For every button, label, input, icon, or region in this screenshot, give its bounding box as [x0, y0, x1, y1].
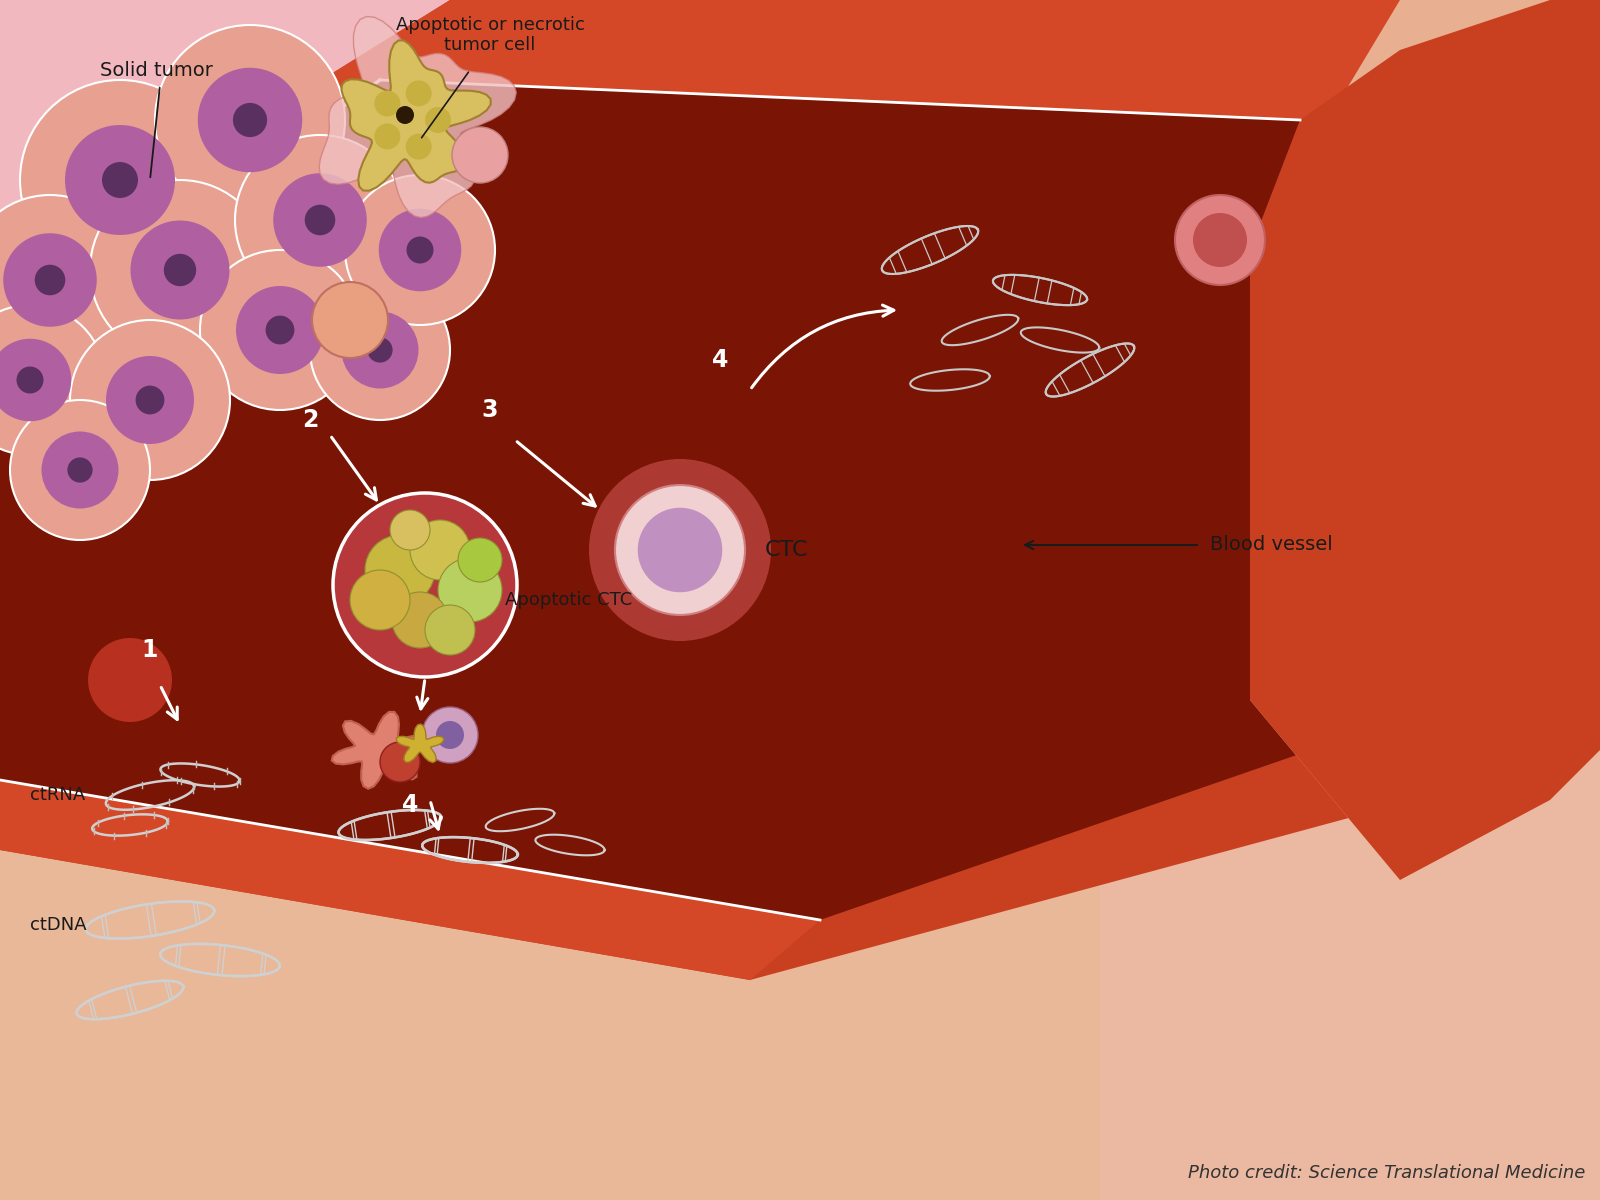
Circle shape	[333, 493, 517, 677]
Circle shape	[274, 173, 366, 266]
Circle shape	[106, 356, 194, 444]
Polygon shape	[0, 0, 1600, 350]
Circle shape	[374, 90, 400, 116]
Circle shape	[589, 458, 771, 641]
Circle shape	[390, 510, 430, 550]
Text: Apoptotic or necrotic
tumor cell: Apoptotic or necrotic tumor cell	[395, 16, 584, 54]
Text: 4: 4	[712, 348, 728, 372]
Text: Apoptotic CTC: Apoptotic CTC	[506, 590, 632, 608]
Circle shape	[453, 127, 509, 182]
Circle shape	[392, 592, 448, 648]
Polygon shape	[397, 724, 443, 762]
Circle shape	[1174, 194, 1266, 284]
Circle shape	[155, 25, 346, 215]
Circle shape	[341, 312, 419, 389]
Circle shape	[365, 535, 435, 605]
Text: 4: 4	[402, 793, 418, 817]
Polygon shape	[331, 712, 429, 788]
Circle shape	[350, 570, 410, 630]
Polygon shape	[1101, 0, 1600, 1200]
Text: 3: 3	[482, 398, 498, 422]
Circle shape	[131, 221, 229, 319]
Circle shape	[102, 162, 138, 198]
Circle shape	[379, 209, 461, 292]
Circle shape	[88, 638, 173, 722]
Circle shape	[200, 250, 360, 410]
Circle shape	[266, 316, 294, 344]
Circle shape	[16, 366, 43, 394]
Circle shape	[163, 253, 197, 286]
Text: CTC: CTC	[765, 540, 808, 560]
Polygon shape	[0, 80, 1600, 920]
Circle shape	[304, 205, 336, 235]
Circle shape	[310, 280, 450, 420]
Circle shape	[66, 125, 174, 235]
Circle shape	[312, 282, 387, 358]
Text: Blood vessel: Blood vessel	[1210, 535, 1333, 554]
Circle shape	[0, 196, 134, 365]
Circle shape	[346, 175, 494, 325]
Text: ctRNA: ctRNA	[30, 786, 85, 804]
Text: ctDNA: ctDNA	[30, 916, 86, 934]
Circle shape	[614, 485, 746, 614]
Polygon shape	[0, 780, 819, 980]
Polygon shape	[1250, 0, 1600, 880]
Circle shape	[381, 742, 419, 782]
Circle shape	[406, 133, 432, 160]
Circle shape	[234, 103, 267, 137]
Circle shape	[406, 236, 434, 264]
Circle shape	[397, 106, 414, 124]
Circle shape	[368, 337, 392, 362]
Circle shape	[410, 520, 470, 580]
Polygon shape	[341, 41, 491, 191]
Polygon shape	[0, 0, 701, 600]
Polygon shape	[318, 17, 517, 217]
Circle shape	[426, 605, 475, 655]
Circle shape	[136, 385, 165, 414]
Circle shape	[435, 721, 464, 749]
Circle shape	[406, 80, 432, 107]
Text: Solid tumor: Solid tumor	[99, 60, 213, 79]
Text: Photo credit: Science Translational Medicine: Photo credit: Science Translational Medi…	[1187, 1164, 1586, 1182]
Circle shape	[638, 508, 722, 593]
Circle shape	[198, 67, 302, 173]
Circle shape	[42, 432, 118, 509]
Circle shape	[374, 124, 400, 150]
Circle shape	[426, 107, 451, 133]
Circle shape	[3, 233, 96, 326]
Circle shape	[438, 558, 502, 622]
Circle shape	[67, 457, 93, 482]
Circle shape	[0, 338, 72, 421]
Polygon shape	[1250, 0, 1600, 880]
Circle shape	[237, 286, 323, 374]
Circle shape	[422, 707, 478, 763]
Circle shape	[458, 538, 502, 582]
Text: 1: 1	[142, 638, 158, 662]
Circle shape	[35, 265, 66, 295]
Circle shape	[0, 305, 106, 455]
Circle shape	[90, 180, 270, 360]
Circle shape	[70, 320, 230, 480]
Polygon shape	[0, 0, 1600, 980]
Circle shape	[10, 400, 150, 540]
Circle shape	[1194, 214, 1246, 266]
Text: 2: 2	[302, 408, 318, 432]
Circle shape	[19, 80, 221, 280]
Circle shape	[235, 134, 405, 305]
